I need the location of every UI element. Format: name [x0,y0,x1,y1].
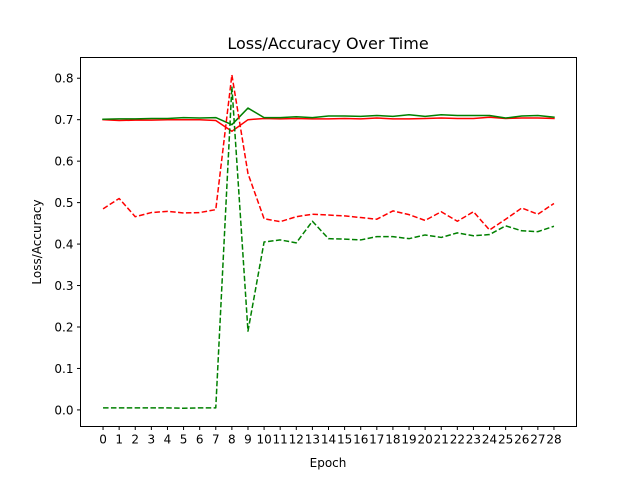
y-tick-label: 0.3 [54,279,73,293]
x-tick-label: 13 [305,433,320,447]
x-tick-label: 20 [417,433,432,447]
x-axis-label: Epoch [310,456,347,470]
y-tick-label: 0.8 [54,72,73,86]
x-tick-label: 24 [482,433,497,447]
x-tick-label: 11 [273,433,288,447]
x-axis: 0 1 2 3 4 5 6 7 8 9 10 11 12 13 14 15 16 17 18 19 20 21 22 23 24… [99,426,562,447]
x-tick-label: 25 [498,433,513,447]
y-tick-label: 0.4 [54,238,73,252]
x-tick-label: 4 [164,433,172,447]
series-line-red-dashed [102,74,555,231]
x-tick-label: 22 [450,433,465,447]
y-tick-label: 0.5 [54,196,73,210]
x-tick-label: 17 [369,433,384,447]
series-line-green-solid [102,107,555,126]
series-line-red-solid [102,116,555,133]
y-tick-label: 0.6 [54,155,73,169]
x-tick-label: 8 [228,433,236,447]
x-tick-label: 19 [401,433,416,447]
x-tick-label: 26 [514,433,529,447]
y-tick-label: 0.2 [54,320,73,334]
x-tick-label: 3 [148,433,156,447]
x-tick-label: 12 [289,433,304,447]
x-tick-label: 28 [546,433,561,447]
x-tick-label: 1 [115,433,123,447]
x-tick-label: 2 [131,433,139,447]
x-tick-label: 14 [321,433,336,447]
x-tick-label: 10 [256,433,271,447]
plot-area [102,74,555,410]
x-tick-label: 21 [434,433,449,447]
y-axis-label: Loss/Accuracy [30,199,44,284]
x-tick-label: 18 [385,433,400,447]
x-tick-label: 7 [212,433,220,447]
x-tick-label: 16 [353,433,368,447]
y-tick-label: 0.7 [54,113,73,127]
x-tick-label: 6 [196,433,204,447]
x-tick-label: 0 [99,433,107,447]
x-tick-label: 27 [530,433,545,447]
series-line-green-dashed [103,85,555,410]
y-tick-label: 0.0 [54,403,73,417]
y-axis: 0.0 0.1 0.2 0.3 0.4 0.5 0.6 0.7 0.8 [54,72,81,417]
x-tick-label: 23 [466,433,481,447]
x-tick-label: 9 [244,433,252,447]
x-tick-label: 15 [337,433,352,447]
x-tick-label: 5 [180,433,188,447]
chart-title: Loss/Accuracy Over Time [227,34,428,53]
y-tick-label: 0.1 [54,362,73,376]
